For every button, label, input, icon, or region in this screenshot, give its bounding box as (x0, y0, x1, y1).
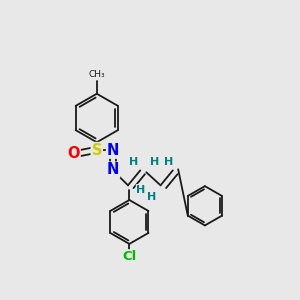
Text: O: O (67, 146, 80, 161)
Text: N: N (107, 143, 119, 158)
Text: H: H (150, 157, 160, 167)
Text: S: S (92, 143, 102, 158)
Text: H: H (164, 157, 173, 167)
Text: CH₃: CH₃ (88, 70, 105, 79)
Text: Cl: Cl (122, 250, 136, 263)
Text: H: H (136, 184, 146, 195)
Text: H: H (147, 191, 156, 202)
Text: H: H (129, 157, 139, 167)
Text: N: N (107, 163, 119, 178)
